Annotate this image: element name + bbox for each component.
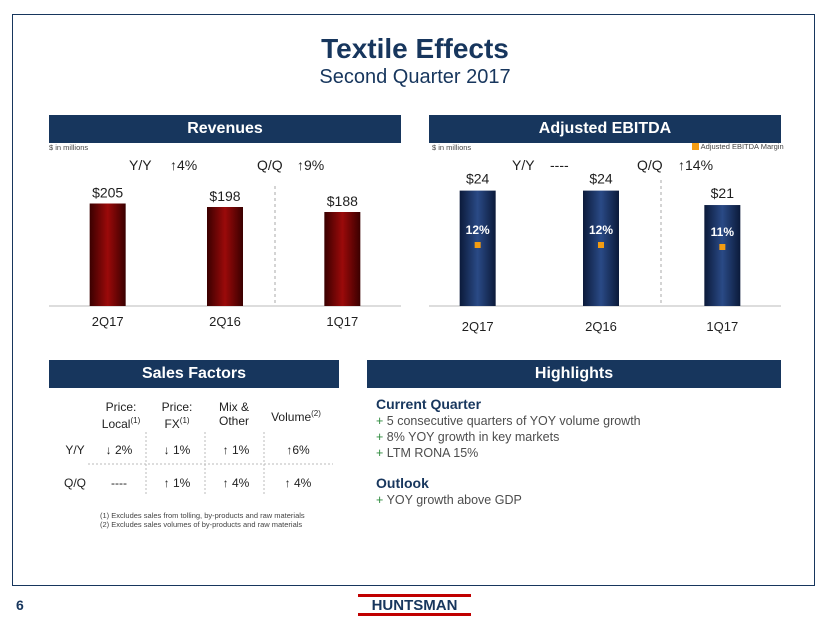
footnote-1: (1) Excludes sales from tolling, by-prod… — [100, 511, 305, 520]
bar-2Q16 — [207, 207, 243, 306]
col-header-price-local: Price: Local(1) — [101, 400, 141, 431]
cell-yy-mix-other: ↑ 1% — [222, 443, 250, 457]
huntsman-logo: HUNTSMAN — [358, 594, 471, 616]
col-header-mix-other: Mix & Other — [218, 400, 249, 428]
bar-2Q17 — [459, 190, 496, 306]
svg-text:HUNTSMAN: HUNTSMAN — [372, 597, 458, 614]
current-quarter-title: Current Quarter — [376, 396, 482, 412]
x-tick-label: 1Q17 — [706, 319, 738, 334]
data-label: $188 — [327, 193, 358, 209]
revenues-qq-value: ↑9% — [297, 157, 325, 173]
x-tick-label: 2Q17 — [462, 319, 494, 334]
row-label-yy: Y/Y — [65, 443, 85, 457]
data-label: $21 — [711, 185, 735, 201]
x-tick-label: 2Q16 — [585, 319, 617, 334]
revenues-yy-label: Y/Y — [129, 157, 152, 173]
ebitda-units: $ in millions — [432, 143, 472, 152]
margin-marker — [598, 242, 604, 248]
up-arrow-icon: ↑ — [678, 157, 685, 173]
margin-label: 12% — [466, 223, 490, 237]
ebitda-yy-label: Y/Y — [512, 157, 535, 173]
row-label-qq: Q/Q — [63, 476, 86, 490]
margin-marker — [719, 244, 726, 250]
bar-2Q16 — [583, 190, 619, 306]
page-number: 6 — [16, 597, 24, 613]
up-arrow-icon: ↑ — [170, 157, 177, 173]
cell-qq-volume: ↑ 4% — [284, 476, 312, 490]
data-label: $198 — [209, 188, 240, 204]
col-header-price-fx: Price: FX(1) — [161, 400, 193, 431]
data-label: $205 — [92, 185, 123, 201]
cell-qq-mix-other: ↑ 4% — [222, 476, 250, 490]
cell-yy-volume: ↑6% — [286, 443, 310, 457]
cell-yy-price-local: ↓ 2% — [105, 443, 133, 457]
margin-label: 12% — [589, 223, 613, 237]
ebitda-qq-value: ↑14% — [678, 157, 714, 173]
margin-marker — [474, 242, 481, 248]
cell-qq-price-fx: ↑ 1% — [163, 476, 191, 490]
bar-1Q17 — [704, 205, 741, 306]
data-label: $24 — [589, 171, 613, 187]
revenues-qq-label: Q/Q — [257, 157, 283, 173]
ebitda-qq-label: Q/Q — [637, 157, 663, 173]
highlight-item: + 8% YOY growth in key markets — [376, 430, 560, 444]
footnote-2: (2) Excludes sales volumes of by-product… — [100, 520, 303, 529]
up-arrow-icon: ↑ — [297, 157, 304, 173]
x-tick-label: 2Q16 — [209, 314, 241, 329]
cell-yy-price-fx: ↓ 1% — [163, 443, 191, 457]
bar-2Q17 — [89, 203, 126, 306]
bar-1Q17 — [324, 212, 361, 306]
data-label: $24 — [466, 171, 490, 187]
margin-label: 11% — [711, 225, 735, 239]
col-header-volume: Volume(2) — [271, 409, 321, 424]
ebitda-chart: $24 12% 2Q17 $24 12% 2Q16 $21 11% 1Q17 — [429, 171, 781, 334]
outlook-title: Outlook — [376, 475, 429, 491]
sales-factors-grid — [88, 432, 333, 496]
highlight-item: + LTM RONA 15% — [376, 446, 479, 460]
cell-qq-price-local: ---- — [111, 476, 127, 490]
page-subtitle: Second Quarter 2017 — [319, 66, 511, 88]
x-tick-label: 1Q17 — [326, 314, 358, 329]
ebitda-legend: Adjusted EBITDA Margin — [692, 142, 784, 151]
sales-factors-header: Sales Factors — [49, 360, 339, 388]
highlight-item: + YOY growth above GDP — [376, 493, 522, 507]
revenues-chart: $205 2Q17 $198 2Q16 $188 1Q17 — [49, 185, 401, 329]
highlights-header: Highlights — [367, 360, 781, 388]
revenues-units: $ in millions — [49, 143, 89, 152]
revenues-yy-value: ↑4% — [170, 157, 198, 173]
revenues-header: Revenues — [49, 115, 401, 143]
ebitda-yy-value: ---- — [550, 157, 569, 173]
page-title: Textile Effects — [321, 33, 509, 64]
legend-marker-icon — [692, 143, 699, 150]
x-tick-label: 2Q17 — [92, 314, 124, 329]
slide-frame — [12, 14, 815, 586]
highlight-item: + 5 consecutive quarters of YOY volume g… — [376, 414, 641, 428]
ebitda-header: Adjusted EBITDA — [429, 115, 781, 143]
